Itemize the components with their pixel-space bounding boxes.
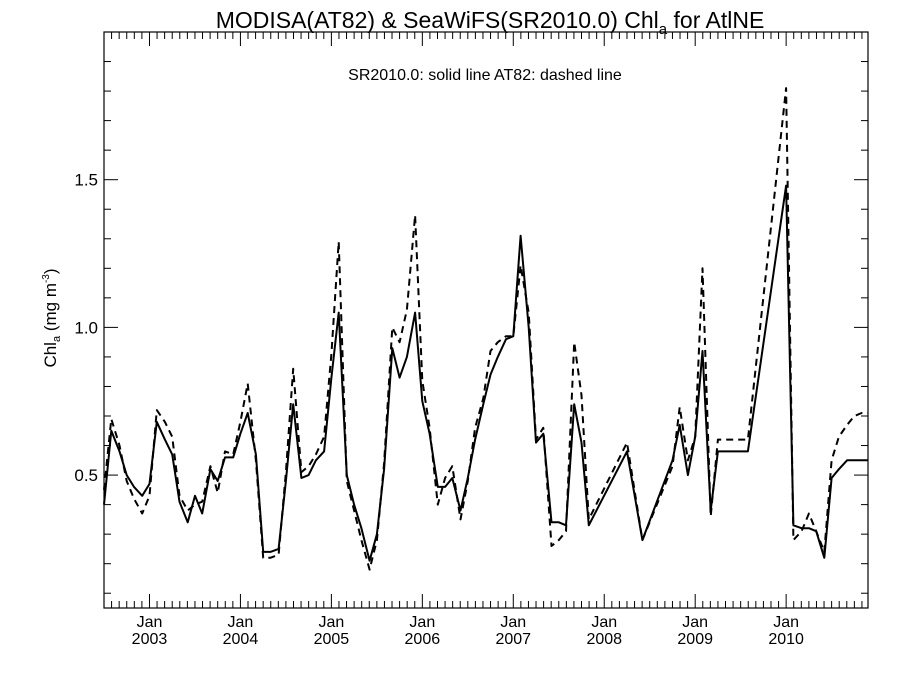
x-tick-month-4: Jan: [500, 614, 526, 631]
x-tick-month-0: Jan: [137, 614, 163, 631]
y-label-main: Chl: [41, 342, 60, 368]
chart-title: MODISA(AT82) & SeaWiFS(SR2010.0) Chla fo…: [216, 7, 765, 38]
x-tick-year-0: 2003: [132, 631, 168, 648]
x-tick-year-4: 2007: [495, 631, 531, 648]
x-tick-month-5: Jan: [591, 614, 617, 631]
y-tick-label-0: 0.5: [74, 466, 98, 485]
y-tick-label-2: 1.5: [74, 171, 98, 190]
chart-title-main: MODISA(AT82) & SeaWiFS(SR2010.0) Chl: [216, 7, 659, 33]
chart-title-sub: a: [659, 21, 668, 38]
x-tick-year-5: 2008: [586, 631, 622, 648]
x-tick-month-3: Jan: [409, 614, 435, 631]
x-tick-year-2: 2005: [314, 631, 350, 648]
chart-title-tail: for AtlNE: [667, 7, 764, 33]
y-axis-label: Chla (mg m-3): [41, 268, 63, 367]
plot-frame: [103, 31, 869, 609]
y-label-close: ): [41, 268, 60, 274]
y-label-sup: -3: [41, 274, 52, 283]
series-line-at82: [103, 87, 868, 571]
x-tick-month-1: Jan: [228, 614, 254, 631]
ticks-layer: 0.51.01.5Jan2003Jan2004Jan2005Jan2006Jan…: [74, 32, 868, 648]
x-tick-year-7: 2010: [768, 631, 804, 648]
y-label-units: (mg m: [41, 283, 60, 336]
x-tick-year-1: 2004: [223, 631, 259, 648]
x-tick-year-6: 2009: [677, 631, 713, 648]
series-layer: [103, 87, 868, 571]
x-tick-month-6: Jan: [682, 614, 708, 631]
y-label-sub: a: [51, 335, 63, 342]
y-tick-label-1: 1.0: [74, 318, 98, 337]
legend-annotation: SR2010.0: solid line AT82: dashed line: [348, 67, 622, 84]
x-tick-year-3: 2006: [405, 631, 441, 648]
x-tick-month-2: Jan: [318, 614, 344, 631]
x-tick-month-7: Jan: [773, 614, 799, 631]
series-line-sr2010-0: [103, 184, 868, 562]
